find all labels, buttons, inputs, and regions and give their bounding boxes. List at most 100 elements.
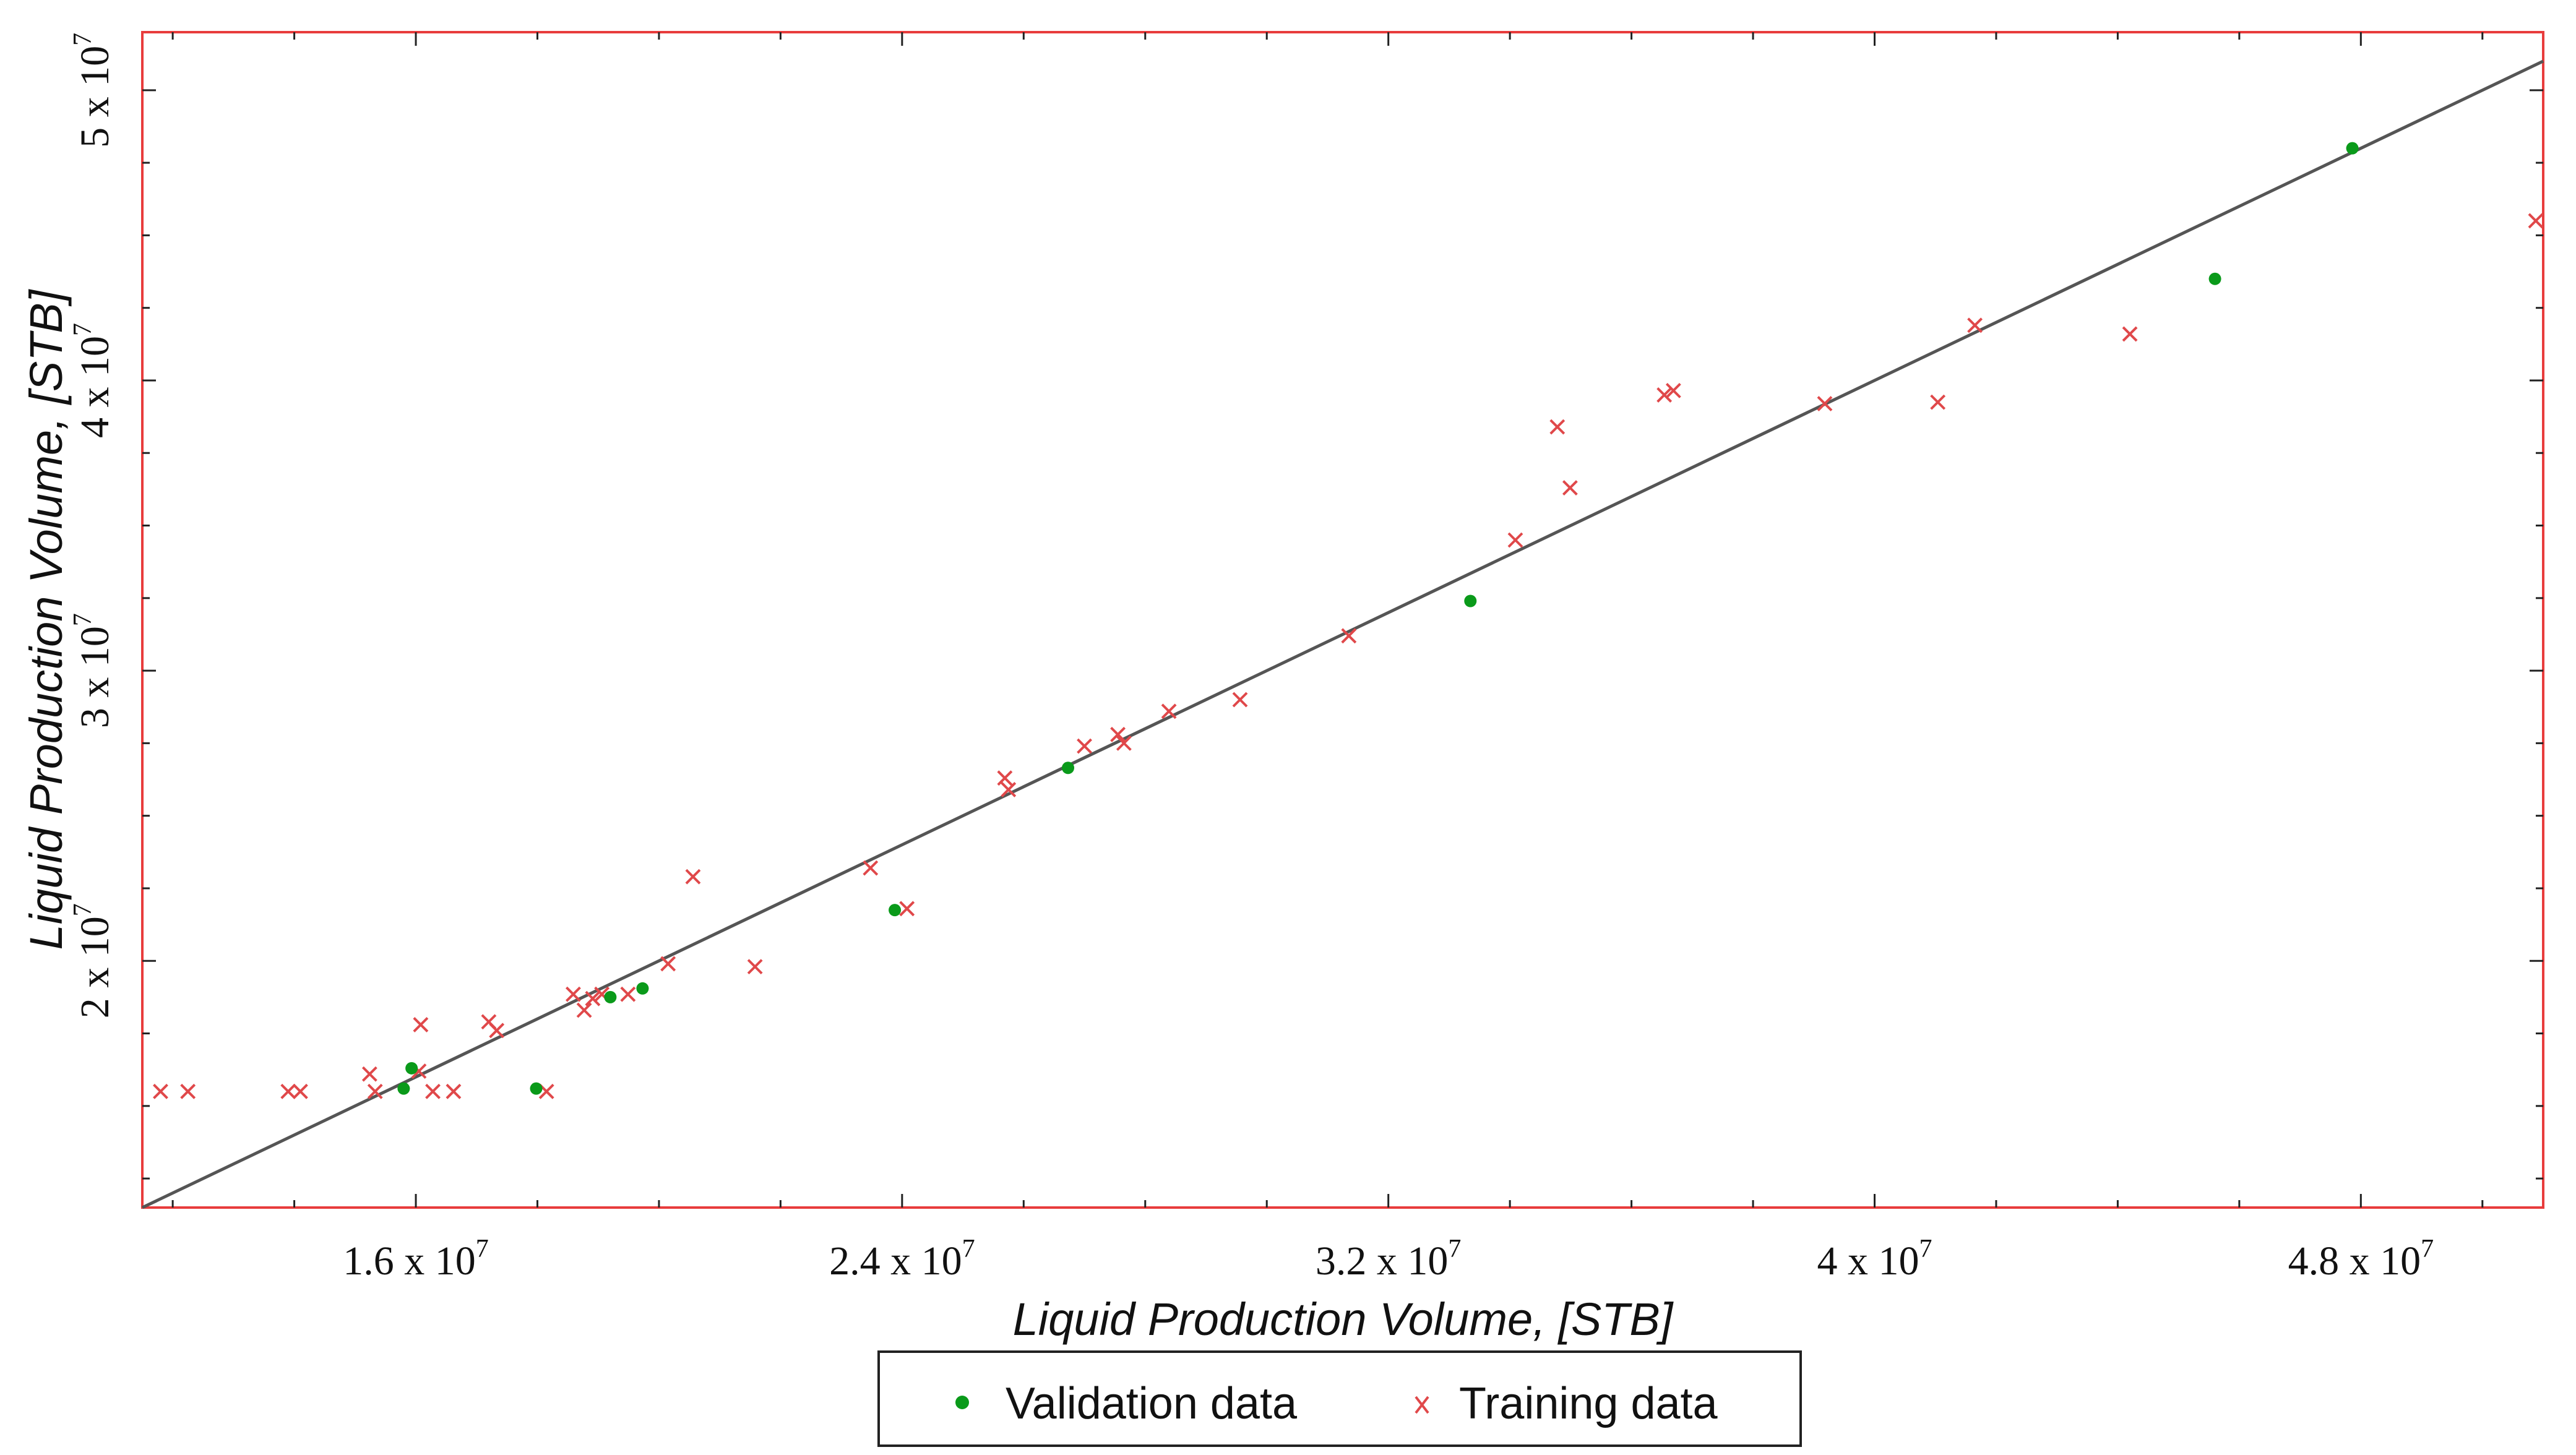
training-point-stroke: [1001, 782, 1017, 797]
training-point-stroke: [1930, 394, 1946, 410]
training-point-stroke: [1656, 387, 1673, 403]
x-tick-label: 1.6 x 107: [343, 1235, 489, 1284]
validation-point: [405, 1062, 418, 1075]
training-point: [1656, 387, 1673, 403]
training-point: [1116, 735, 1132, 751]
training-point: [180, 1083, 196, 1099]
training-point-stroke: [180, 1083, 196, 1099]
training-point-stroke: [576, 1002, 592, 1018]
training-point: [585, 990, 601, 1006]
training-point-stroke: [2122, 326, 2138, 342]
training-point-stroke: [1817, 396, 1833, 411]
x-tick-label-mantissa: 4 x 10: [1817, 1238, 1919, 1284]
y-tick-label-mantissa: 2 x 10: [72, 916, 118, 1018]
training-point: [446, 1083, 462, 1099]
training-point-stroke: [997, 770, 1013, 786]
training-point-stroke: [1967, 317, 1983, 333]
validation-point: [636, 982, 649, 995]
y-tick-label: 4 x 107: [69, 323, 118, 438]
training-point-stroke: [481, 1014, 497, 1030]
training-point: [361, 1066, 377, 1082]
training-point: [1077, 738, 1092, 754]
training-point: [292, 1083, 308, 1099]
training-point-stroke: [594, 986, 610, 1002]
training-point: [1001, 782, 1017, 797]
training-point: [899, 901, 915, 917]
y-tick-label-mantissa: 4 x 10: [72, 336, 118, 438]
legend-box: [877, 1350, 1802, 1447]
training-point-stroke: [1077, 738, 1092, 754]
training-point: [576, 1002, 592, 1018]
training-point-stroke: [538, 1083, 554, 1099]
training-point: [1665, 382, 1681, 398]
training-point: [1549, 419, 1566, 435]
x-tick-label-mantissa: 4.8 x 10: [2288, 1238, 2421, 1284]
training-point-stroke: [1341, 628, 1357, 644]
training-point-stroke: [585, 990, 601, 1006]
data-points: [153, 142, 2544, 1099]
training-point-stroke: [1116, 735, 1132, 751]
x-tick-label-exponent: 7: [2421, 1235, 2434, 1263]
training-point-stroke: [1232, 692, 1248, 708]
x-tick-label-exponent: 7: [1448, 1235, 1461, 1263]
axis-ticks: [142, 32, 2543, 1208]
training-point: [2122, 326, 2138, 342]
validation-point: [397, 1082, 410, 1095]
training-point-stroke: [1562, 480, 1578, 496]
validation-point: [2346, 142, 2359, 155]
validation-point: [1464, 594, 1477, 607]
y-tick-label-exponent: 7: [69, 33, 97, 46]
legend-training-label: Training data: [1459, 1379, 1718, 1428]
validation-point: [604, 990, 617, 1003]
tick-labels: 1.6 x 107 2.4 x 107 3.2 x 107 4 x 107 4.8 x …: [69, 33, 2434, 1284]
training-point: [425, 1083, 441, 1099]
y-tick-label: 2 x 107: [69, 903, 118, 1018]
validation-point: [889, 904, 902, 917]
y-tick-label-exponent: 7: [69, 903, 97, 916]
training-point-stroke: [685, 869, 701, 885]
training-point-stroke: [660, 956, 676, 972]
x-tick-label-exponent: 7: [962, 1235, 975, 1263]
training-point: [685, 869, 701, 885]
y-tick-label-exponent: 7: [69, 613, 97, 626]
training-point-stroke: [1507, 532, 1523, 548]
training-point: [413, 1017, 429, 1032]
x-tick-label: 2.4 x 107: [829, 1235, 975, 1284]
training-point: [1562, 480, 1578, 496]
training-point: [153, 1083, 168, 1099]
training-point: [863, 860, 879, 876]
legend: Validation data Training data: [877, 1350, 1802, 1447]
validation-point: [2208, 272, 2221, 285]
training-point: [1161, 703, 1177, 719]
validation-point: [1062, 762, 1075, 775]
training-point: [566, 986, 581, 1002]
y-tick-label-mantissa: 3 x 10: [72, 626, 118, 728]
training-point-stroke: [1665, 382, 1681, 398]
identity-reference-line: [141, 59, 2544, 1209]
y-tick-label-exponent: 7: [69, 323, 97, 336]
training-point: [620, 986, 636, 1002]
legend-validation-marker: [955, 1396, 969, 1409]
training-point-stroke: [153, 1083, 168, 1099]
training-point: [489, 1023, 505, 1039]
training-point: [1817, 396, 1833, 411]
training-point: [1507, 532, 1523, 548]
x-tick-label: 3.2 x 107: [1316, 1235, 1462, 1284]
legend-validation-label: Validation data: [1006, 1379, 1298, 1428]
training-point-stroke: [863, 860, 879, 876]
x-tick-label: 4.8 x 107: [2288, 1235, 2434, 1284]
training-point: [1341, 628, 1357, 644]
training-point-stroke: [1110, 726, 1126, 742]
plot-frame: [141, 31, 2544, 1209]
training-point-stroke: [361, 1066, 377, 1082]
validation-point: [530, 1082, 543, 1095]
training-point: [2528, 213, 2544, 229]
training-point-stroke: [489, 1023, 505, 1039]
training-point-stroke: [2528, 213, 2544, 229]
x-tick-label: 4 x 107: [1817, 1235, 1932, 1284]
x-tick-label-mantissa: 1.6 x 10: [343, 1238, 476, 1284]
training-point: [1110, 726, 1126, 742]
training-point-stroke: [292, 1083, 308, 1099]
y-tick-label: 3 x 107: [69, 613, 118, 728]
